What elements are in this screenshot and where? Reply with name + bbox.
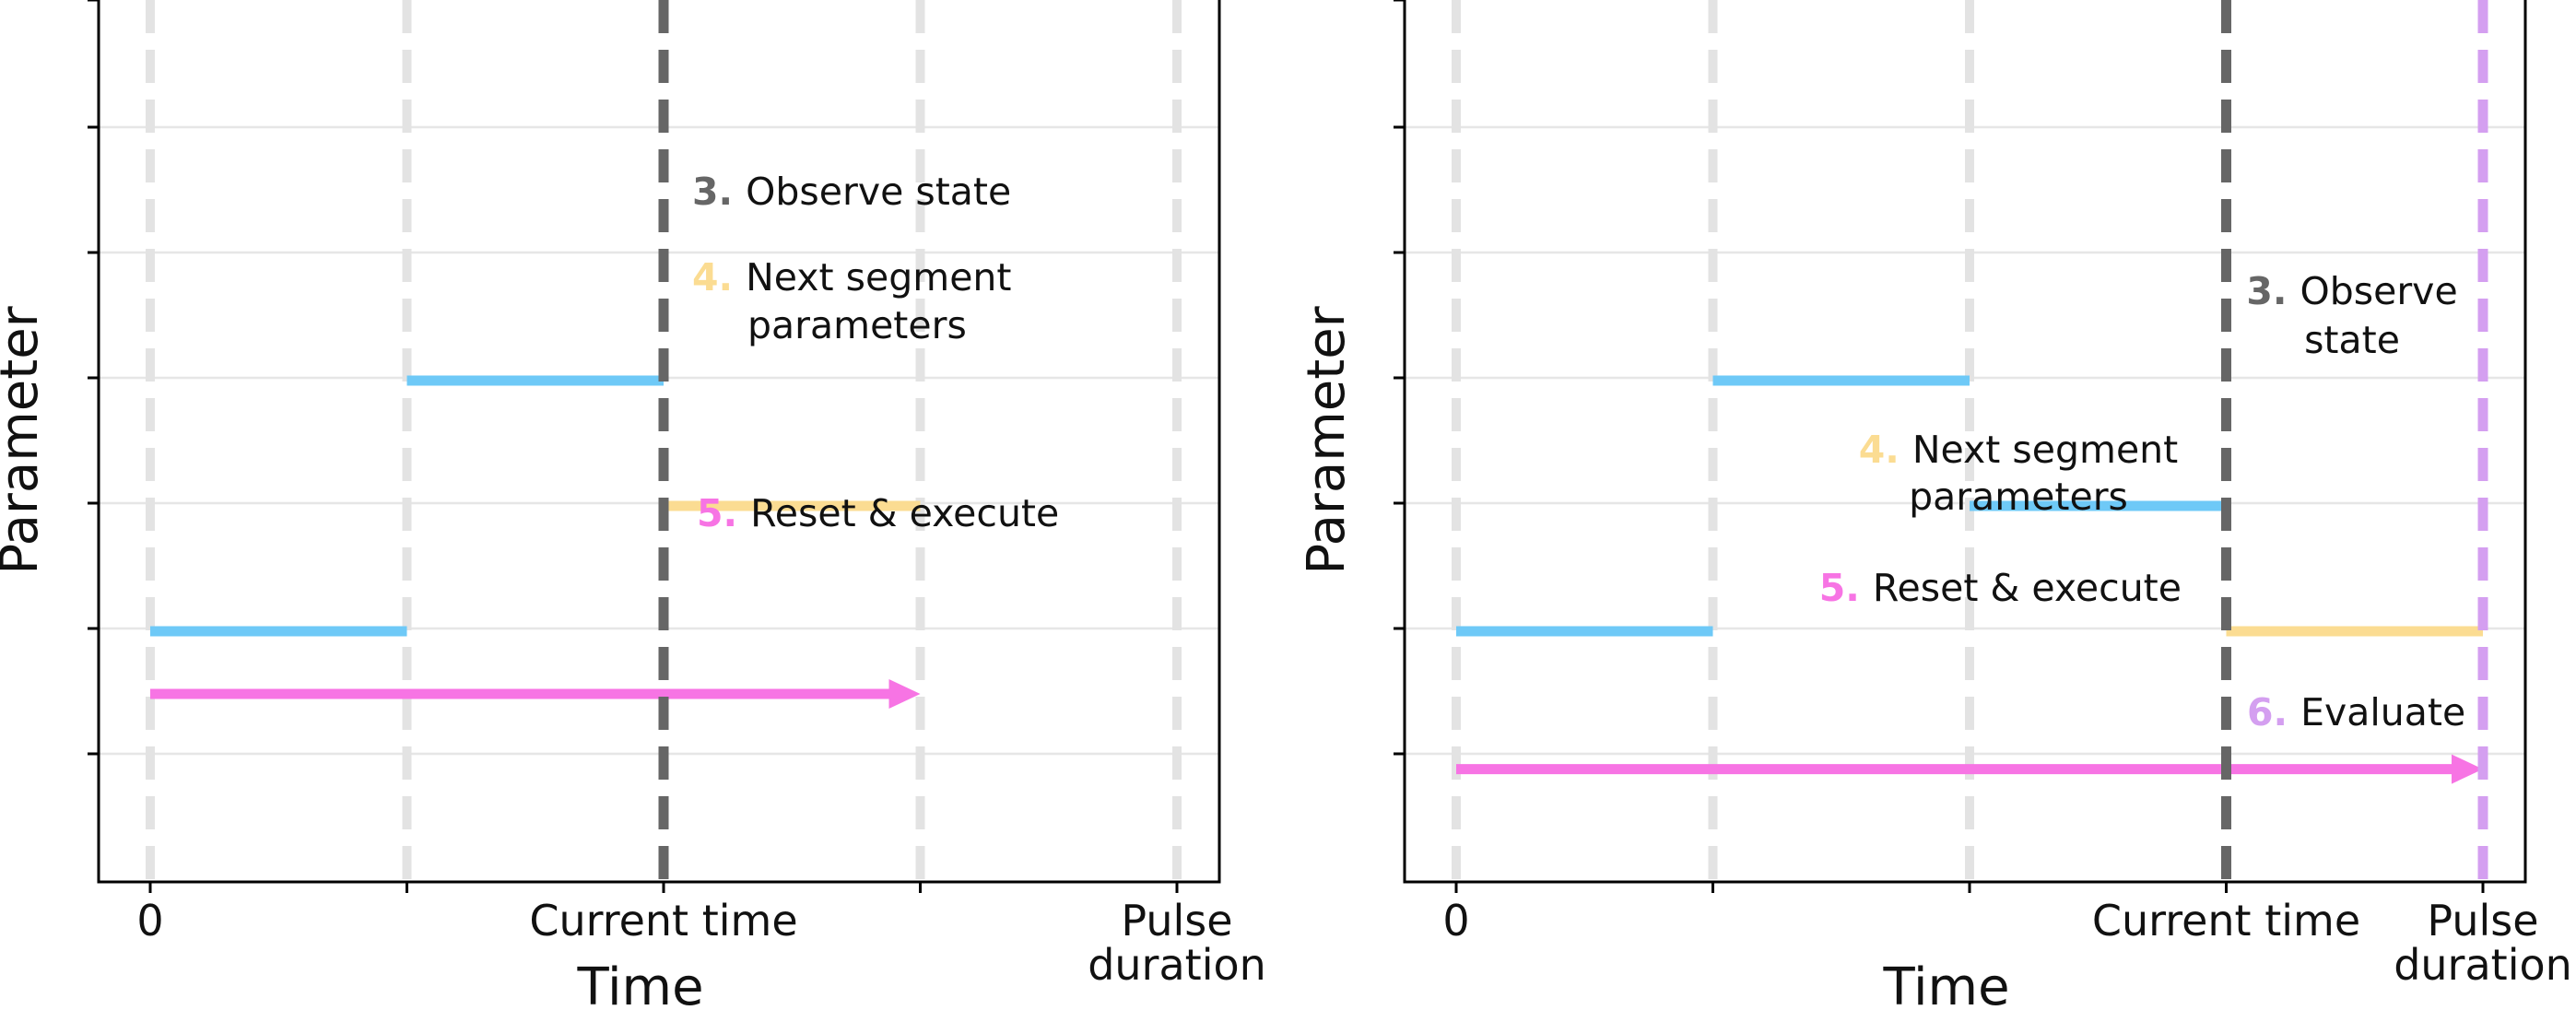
step-label-execute: 5. Reset & execute — [1819, 566, 2182, 610]
step-label-line: 5. Reset & execute — [1819, 566, 2182, 610]
step-number: 6. — [2247, 690, 2288, 734]
step-label-text: Reset & execute — [750, 491, 1059, 535]
x-tick-label-line: Current time — [2092, 896, 2360, 945]
step-label-observe: 3. Observe state — [692, 170, 1011, 214]
x-tick-label-line: 0 — [136, 896, 163, 945]
step-label-line: 3. Observe state — [692, 170, 1011, 214]
step-label-text: Next segment — [1912, 428, 2178, 472]
step-label-line: 4. Next segment — [1859, 428, 2179, 472]
axes-frame — [97, 0, 1221, 884]
x-tick-label-line: Pulse — [2427, 896, 2538, 945]
step-label-line: parameters — [747, 303, 967, 347]
step-number: 3. — [2246, 269, 2287, 313]
execute-arrow-head — [888, 679, 921, 709]
step-label-line: state — [2304, 318, 2400, 362]
x-tick-label-line: duration — [1088, 940, 1266, 990]
axes-frame — [1403, 0, 2527, 884]
step-label-text: Observe state — [746, 170, 1011, 214]
x-tick-label-line: Pulse — [1121, 896, 1232, 945]
step-number: 3. — [692, 170, 733, 214]
y-axis-label: Parameter — [1297, 305, 1357, 574]
step-label-text: Next segment — [746, 255, 1011, 299]
execute-arrow-head — [2452, 754, 2483, 784]
x-tick-label-line: 0 — [1442, 896, 1469, 945]
x-tick-label: Current time — [529, 896, 797, 945]
step-label-next: 4. Next segment parameters — [692, 255, 1012, 347]
step-label-line: 5. Reset & execute — [697, 491, 1059, 535]
x-tick-label: Current time — [2092, 896, 2360, 945]
step-label-evaluate: 6. Evaluate — [2247, 690, 2465, 734]
step-label-observe: 3. Observe state — [2246, 269, 2457, 362]
x-tick-label: 0 — [136, 896, 163, 945]
step-number: 4. — [1859, 428, 1900, 472]
step-label-line: 4. Next segment — [692, 255, 1012, 299]
step-label-text: Observe — [2300, 269, 2457, 313]
step-label-line: parameters — [1909, 475, 2128, 519]
y-axis-label: Parameter — [0, 305, 50, 574]
step-number: 5. — [697, 491, 737, 535]
x-tick-label: Pulse duration — [1088, 896, 1266, 990]
x-tick-label: Pulse duration — [2394, 896, 2572, 990]
step-label-line: 6. Evaluate — [2247, 690, 2465, 734]
x-tick-label: 0 — [1442, 896, 1469, 945]
x-tick-label-line: Current time — [529, 896, 797, 945]
step-number: 4. — [692, 255, 733, 299]
x-axis-label: Time — [1882, 957, 2009, 1010]
x-axis-label: Time — [576, 957, 703, 1010]
step-label-line: 3. Observe — [2246, 269, 2457, 313]
step-label-text: Reset & execute — [1873, 566, 2182, 610]
step-number: 5. — [1819, 566, 1860, 610]
panel-right: 0 Current time Pulse duration Time Parameter 3… — [1297, 0, 2572, 1010]
panel-left: 0 Current time Pulse duration Time Parameter 3… — [0, 0, 1266, 1010]
x-tick-label-line: duration — [2394, 940, 2572, 990]
step-label-execute: 5. Reset & execute — [697, 491, 1059, 535]
step-label-text: Evaluate — [2300, 690, 2465, 734]
step-label-next: 4. Next segment parameters — [1859, 428, 2179, 519]
